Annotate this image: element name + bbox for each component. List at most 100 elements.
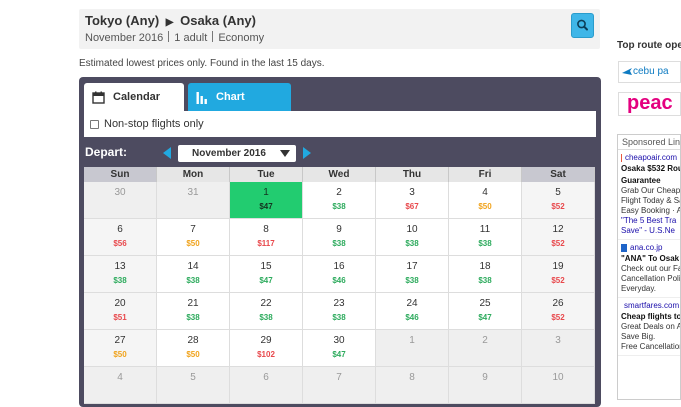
search-button[interactable] [571, 13, 594, 38]
calendar-day-outside: 2 [449, 330, 522, 367]
calendar-day[interactable]: 18 $38 [449, 256, 522, 293]
next-month-arrow-icon[interactable] [303, 147, 311, 159]
day-price: $47 [332, 350, 346, 359]
calendar-day[interactable]: 4 $50 [449, 182, 522, 219]
day-number: 4 [482, 187, 488, 198]
calendar-day[interactable]: 24 $46 [376, 293, 449, 330]
calendar-day[interactable]: 23 $38 [303, 293, 376, 330]
depart-label: Depart: [85, 145, 128, 159]
day-number: 31 [187, 187, 199, 198]
sponsored-ad[interactable]: smartfares.com Cheap flights to Great Deal… [618, 298, 680, 356]
calendar-weeks: 30 31 1 $47 2 $38 3 $67 4 $50 5 $52 6 $56 7 $50 8 $117 9 $3… [84, 182, 596, 404]
day-number: 11 [479, 224, 491, 235]
day-number: 1 [263, 187, 269, 198]
sponsored-ad[interactable]: ana.co.jp "ANA" To Osak Check out our Far C… [618, 240, 680, 298]
day-number: 22 [260, 298, 272, 309]
calendar-day[interactable]: 11 $38 [449, 219, 522, 256]
ad-text: Great Deals on Air [621, 322, 681, 331]
day-number: 4 [117, 372, 123, 383]
calendar-day[interactable]: 28 $50 [157, 330, 230, 367]
ad-domain[interactable]: ana.co.jp [621, 243, 677, 252]
ad-text: Everyday. [621, 284, 656, 293]
tab-calendar[interactable]: Calendar [84, 83, 184, 111]
calendar-day[interactable]: 10 $38 [376, 219, 449, 256]
ad-title[interactable]: Guarantee [621, 176, 661, 185]
day-number: 25 [479, 298, 491, 309]
calendar-day[interactable]: 6 $56 [84, 219, 157, 256]
ad-text: Free Cancellation [621, 342, 681, 351]
calendar-panel: Calendar Chart Non-stop flights only Dep… [79, 77, 601, 407]
sponsored-ad[interactable]: cheapoair.com Osaka $532 Rou Guarantee Grab… [618, 150, 680, 240]
route-title: Tokyo (Any) ▶ Osaka (Any) [85, 13, 256, 28]
day-price: $102 [257, 350, 275, 359]
search-summary: Tokyo (Any) ▶ Osaka (Any) November 2016 1… [79, 9, 600, 49]
ad-link[interactable]: "The 5 Best Tra [621, 216, 677, 225]
calendar-day[interactable]: 7 $50 [157, 219, 230, 256]
calendar-week: 4 5 6 7 8 9 10 [84, 367, 596, 404]
nonstop-checkbox[interactable] [90, 119, 99, 129]
day-number: 14 [187, 261, 199, 272]
ad-title[interactable]: "ANA" To Osak [621, 254, 680, 263]
calendar-day[interactable]: 22 $38 [230, 293, 303, 330]
day-price: $38 [405, 239, 419, 248]
calendar-day[interactable]: 2 $38 [303, 182, 376, 219]
calendar-day[interactable]: 15 $47 [230, 256, 303, 293]
calendar-day[interactable]: 16 $46 [303, 256, 376, 293]
calendar-week: 30 31 1 $47 2 $38 3 $67 4 $50 5 $52 [84, 182, 596, 219]
calendar-day[interactable]: 13 $38 [84, 256, 157, 293]
day-price: $38 [332, 239, 346, 248]
calendar-day[interactable]: 25 $47 [449, 293, 522, 330]
calendar-day[interactable]: 27 $50 [84, 330, 157, 367]
price-disclaimer: Estimated lowest prices only. Found in t… [79, 58, 325, 69]
calendar-day[interactable]: 26 $52 [522, 293, 595, 330]
calendar-day[interactable]: 9 $38 [303, 219, 376, 256]
day-price: $50 [478, 202, 492, 211]
ad-title[interactable]: Cheap flights to [621, 312, 681, 321]
day-price: $38 [186, 276, 200, 285]
ad-domain[interactable]: smartfares.com [621, 301, 679, 310]
day-price: $117 [257, 239, 275, 248]
weekday-thu: Thu [376, 167, 449, 182]
airline-logo-cebu-text: cebu pa [633, 66, 669, 77]
calendar-day[interactable]: 19 $52 [522, 256, 595, 293]
day-number: 16 [333, 261, 345, 272]
ad-link[interactable]: Save" - U.S.Ne [621, 226, 675, 235]
weekday-fri: Fri [449, 167, 522, 182]
right-sidebar: Top route ope cebu pa peac Sponsored Lin… [614, 0, 681, 400]
calendar-day-outside: 6 [230, 367, 303, 404]
tab-chart[interactable]: Chart [188, 83, 291, 111]
calendar-week: 27 $50 28 $50 29 $102 30 $47 1 2 3 [84, 330, 596, 367]
calendar-day[interactable]: 29 $102 [230, 330, 303, 367]
day-number: 30 [333, 335, 345, 346]
calendar-day[interactable]: 30 $47 [303, 330, 376, 367]
origin: Tokyo (Any) [85, 13, 160, 28]
day-number: 15 [260, 261, 272, 272]
separator [168, 31, 170, 42]
calendar-day[interactable]: 12 $52 [522, 219, 595, 256]
calendar-day[interactable]: 3 $67 [376, 182, 449, 219]
day-number: 24 [406, 298, 418, 309]
day-number: 9 [482, 372, 488, 383]
calendar-day-outside: 9 [449, 367, 522, 404]
ad-text: Flight Today & Sa [621, 196, 681, 205]
day-number: 21 [187, 298, 199, 309]
sponsored-label: Sponsored Lin [618, 135, 680, 150]
ad-domain[interactable]: cheapoair.com [621, 153, 677, 162]
month-select[interactable]: November 2016 [178, 145, 296, 162]
ad-title[interactable]: Osaka $532 Rou [621, 164, 681, 173]
prev-month-arrow-icon[interactable] [163, 147, 171, 159]
calendar-day[interactable]: 5 $52 [522, 182, 595, 219]
airline-logo-peach[interactable]: peac [618, 92, 681, 116]
calendar-day-selected[interactable]: 1 $47 [230, 182, 303, 219]
day-price: $52 [551, 313, 565, 322]
airline-logo-cebu[interactable]: cebu pa [618, 61, 681, 83]
calendar-day-outside: 31 [157, 182, 230, 219]
calendar-day[interactable]: 17 $38 [376, 256, 449, 293]
calendar-day[interactable]: 20 $51 [84, 293, 157, 330]
nonstop-filter[interactable]: Non-stop flights only [84, 111, 596, 137]
plane-icon [622, 68, 632, 75]
calendar-day[interactable]: 14 $38 [157, 256, 230, 293]
calendar-day[interactable]: 21 $38 [157, 293, 230, 330]
calendar-day-outside: 5 [157, 367, 230, 404]
calendar-day[interactable]: 8 $117 [230, 219, 303, 256]
